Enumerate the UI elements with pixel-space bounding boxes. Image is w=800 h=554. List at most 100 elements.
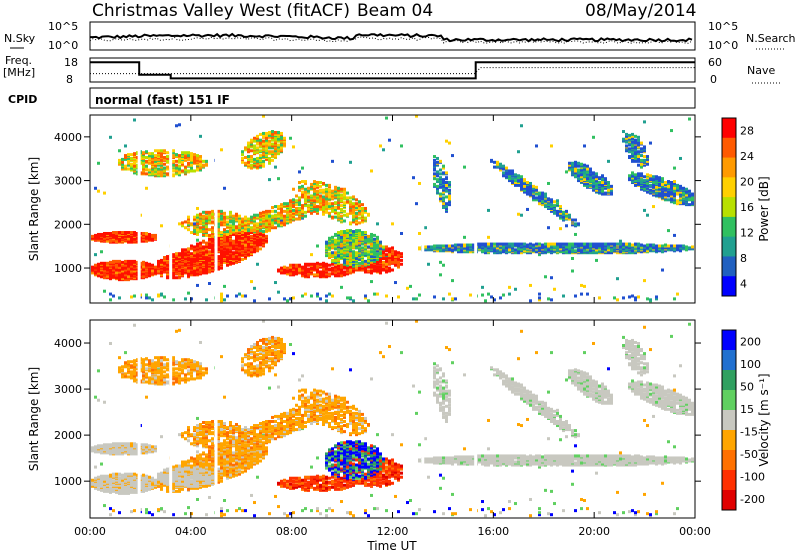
power-cell — [127, 271, 130, 275]
power-cell — [166, 267, 169, 271]
power-cell — [250, 140, 253, 144]
power-cell — [337, 242, 340, 246]
power-cell — [268, 297, 271, 301]
power-cell — [109, 135, 112, 139]
power-cell — [157, 163, 160, 167]
power-cell — [151, 157, 154, 161]
power-cell — [166, 156, 169, 160]
power-cell — [184, 297, 187, 301]
power-cell — [193, 153, 196, 157]
power-cell — [277, 139, 280, 143]
power-cell — [628, 246, 631, 250]
power-cell — [646, 155, 649, 159]
power-cell — [520, 247, 523, 251]
power-cell — [247, 253, 250, 257]
power-cell — [208, 228, 211, 232]
power-cell — [349, 203, 352, 207]
power-cell — [202, 256, 205, 260]
power-cell — [586, 174, 589, 178]
power-cell — [289, 263, 292, 267]
power-cell — [253, 299, 256, 303]
power-cell — [247, 234, 250, 238]
power-cell — [187, 274, 190, 278]
power-cell — [655, 177, 658, 181]
power-cell — [124, 164, 127, 168]
power-cell — [259, 154, 262, 158]
cpid-label: CPID — [8, 93, 37, 106]
power-cell — [253, 217, 256, 221]
power-cell — [271, 214, 274, 218]
power-cell — [628, 295, 631, 299]
power-cell — [322, 273, 325, 277]
power-cell — [190, 244, 193, 248]
power-cell — [499, 249, 502, 253]
power-cell — [187, 151, 190, 155]
nave-tick-top: 60 — [708, 56, 722, 69]
power-cell — [205, 245, 208, 249]
power-cell — [532, 186, 535, 190]
power-cell — [109, 231, 112, 235]
power-cell — [577, 164, 580, 168]
power-cell — [463, 165, 466, 169]
power-cell — [439, 172, 442, 176]
power-cell — [571, 256, 574, 260]
power-cell — [388, 249, 391, 253]
power-cell — [352, 299, 355, 303]
power-cell — [349, 160, 352, 164]
power-cell — [94, 233, 97, 237]
power-cell — [256, 240, 259, 244]
power-cell — [220, 258, 223, 262]
power-cell — [331, 238, 334, 242]
power-cell — [256, 162, 259, 166]
power-cell — [262, 210, 265, 214]
power-cell — [445, 182, 448, 186]
power-cell — [181, 221, 184, 225]
nsky-panel: N.Sky 10^5 10^0 10^5 10^0 N.Search — [4, 20, 796, 52]
power-cell — [349, 271, 352, 275]
power-cell — [466, 243, 469, 247]
plot-title: Christmas Valley West (fitACF) — [92, 1, 350, 21]
power-cell — [184, 155, 187, 159]
power-cell — [256, 165, 259, 169]
power-cell — [559, 216, 562, 220]
power-cell — [196, 231, 199, 235]
power-cell — [250, 145, 253, 149]
power-cell — [496, 242, 499, 246]
power-cell — [205, 225, 208, 229]
power-cell — [265, 131, 268, 135]
power-cell — [652, 180, 655, 184]
power-cell — [484, 247, 487, 251]
power-cell — [487, 242, 490, 246]
power-cell — [361, 206, 364, 210]
power-cell — [184, 151, 187, 155]
power-cell — [676, 247, 679, 251]
power-cell — [523, 244, 526, 248]
power-cell — [280, 220, 283, 224]
power-cell — [664, 193, 667, 197]
power-cell — [628, 251, 631, 255]
power-cell — [244, 231, 247, 235]
power-cell — [358, 208, 361, 212]
power-cell — [265, 149, 268, 153]
power-cell — [286, 221, 289, 225]
power-cell — [289, 136, 292, 140]
power-cell — [124, 259, 127, 263]
power-cell — [262, 144, 265, 148]
power-cell — [556, 247, 559, 251]
power-cell — [328, 263, 331, 267]
power-cell — [379, 144, 382, 148]
power-cell — [268, 222, 271, 226]
power-cell — [520, 213, 523, 217]
power-cell — [352, 205, 355, 209]
power-cell — [202, 227, 205, 231]
power-cell — [136, 159, 139, 163]
power-cell — [289, 206, 292, 210]
power-cell — [553, 244, 556, 248]
power-cell — [394, 250, 397, 254]
power-cell — [280, 143, 283, 147]
power-cell — [508, 177, 511, 181]
power-cell — [625, 140, 628, 144]
power-cell — [277, 206, 280, 210]
power-cell — [325, 262, 328, 266]
power-cell — [124, 154, 127, 158]
